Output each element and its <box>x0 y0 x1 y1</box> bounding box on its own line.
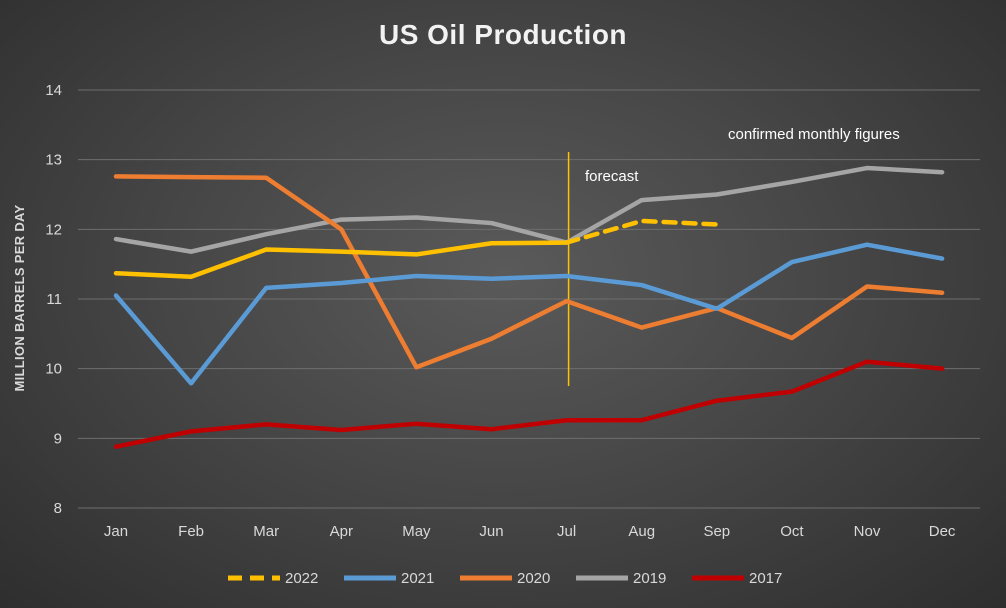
legend-label-2021: 2021 <box>401 570 434 587</box>
x-tick-label: Oct <box>780 523 804 540</box>
y-tick-label: 11 <box>46 291 62 308</box>
series-2022-forecast-line <box>564 218 720 245</box>
y-tick-label: 14 <box>45 82 62 99</box>
x-tick-label: Nov <box>854 523 881 540</box>
y-tick-label: 8 <box>54 500 62 517</box>
x-tick-label: Dec <box>929 523 956 540</box>
legend-label-2019: 2019 <box>633 570 666 587</box>
legend: 2022 2021 2020 2019 2017 <box>228 570 782 587</box>
legend-label-2022: 2022 <box>285 570 318 587</box>
series-2017-line <box>113 359 945 449</box>
gridlines <box>78 89 980 509</box>
legend-label-2020: 2020 <box>517 570 550 587</box>
x-tick-label: Feb <box>178 523 204 540</box>
y-axis-ticks: 8 9 10 11 12 13 14 <box>45 82 62 517</box>
x-tick-label: Apr <box>330 523 353 540</box>
x-tick-label: Jul <box>557 523 576 540</box>
x-axis-ticks: Jan Feb Mar Apr May Jun Jul Aug Sep Oct Nov Dec <box>104 523 956 540</box>
x-tick-label: Jan <box>104 523 128 540</box>
confirmed-annotation: confirmed monthly figures <box>728 126 900 143</box>
x-tick-label: May <box>402 523 431 540</box>
y-tick-label: 10 <box>45 361 62 378</box>
x-tick-label: Aug <box>628 523 655 540</box>
series-2019-line <box>113 165 945 254</box>
y-tick-label: 13 <box>45 152 62 169</box>
x-tick-label: Jun <box>479 523 503 540</box>
series-2022-line <box>113 240 569 279</box>
x-tick-label: Mar <box>253 523 279 540</box>
legend-label-2017: 2017 <box>749 570 782 587</box>
chart-title: US Oil Production <box>379 19 627 50</box>
series-2020-line <box>113 174 945 370</box>
y-axis-label: MILLION BARRELS PER DAY <box>12 204 27 391</box>
y-tick-label: 12 <box>45 221 62 238</box>
series-lines <box>113 165 945 449</box>
forecast-annotation: forecast <box>585 168 639 185</box>
y-tick-label: 9 <box>54 430 62 447</box>
series-2021-line <box>113 242 945 386</box>
x-tick-label: Sep <box>703 523 730 540</box>
